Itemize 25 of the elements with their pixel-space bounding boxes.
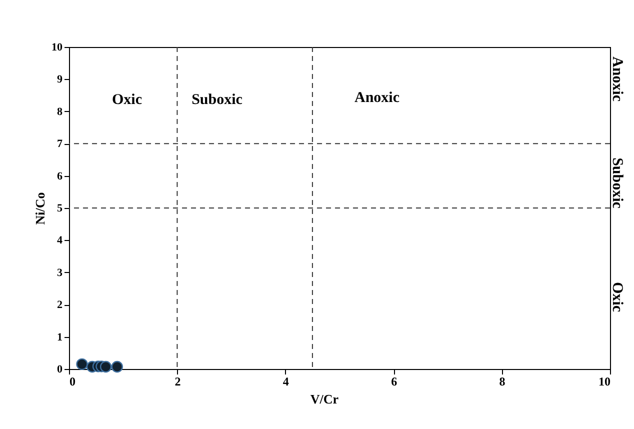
y-tick-label: 5 xyxy=(57,202,63,214)
y-tick-label: 3 xyxy=(57,266,63,279)
y-tick-label: 8 xyxy=(57,106,63,118)
x-tick-label: 4 xyxy=(282,374,289,388)
y-tick-label: 0 xyxy=(57,364,63,376)
x-tick-label: 10 xyxy=(598,374,610,388)
annotation: Anoxic xyxy=(609,56,625,102)
y-tick-label: 2 xyxy=(57,299,63,312)
x-tick-label: 8 xyxy=(499,374,506,388)
x-axis-title: V/Cr xyxy=(310,392,339,406)
x-tick-label: 6 xyxy=(391,374,398,388)
y-tick-label: 6 xyxy=(57,170,63,182)
annotation: Oxic xyxy=(609,282,625,312)
y-tick-label: 7 xyxy=(57,138,63,150)
y-axis-title: Ni/Co xyxy=(32,192,48,225)
annotation: Anoxic xyxy=(354,90,400,106)
annotation: Suboxic xyxy=(192,92,243,108)
y-tick-label: 9 xyxy=(57,74,63,86)
y-tick-label: 1 xyxy=(57,331,62,344)
x-tick-label: 2 xyxy=(174,374,181,388)
y-tick-label: 10 xyxy=(52,42,63,54)
annotation: Oxic xyxy=(112,92,142,108)
x-tick-label: 0 xyxy=(70,374,76,388)
annotation: Suboxic xyxy=(609,158,625,209)
y-tick-label: 4 xyxy=(57,234,63,247)
